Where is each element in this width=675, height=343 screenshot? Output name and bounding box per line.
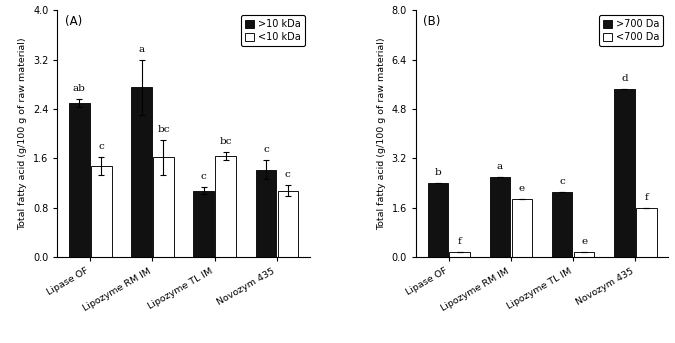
Y-axis label: Total fatty acid (g/100 g of raw material): Total fatty acid (g/100 g of raw materia…	[377, 37, 386, 230]
Text: c: c	[560, 177, 565, 186]
Text: (A): (A)	[65, 15, 82, 28]
Bar	[194, 191, 214, 257]
Bar	[490, 177, 510, 257]
Bar	[277, 191, 298, 257]
Text: b: b	[435, 168, 441, 177]
Bar	[552, 192, 572, 257]
Bar	[614, 89, 634, 257]
Bar	[153, 157, 173, 257]
Bar	[256, 169, 276, 257]
Text: f: f	[645, 193, 648, 202]
Bar	[91, 166, 111, 257]
Bar	[636, 208, 657, 257]
Text: a: a	[138, 45, 144, 54]
Bar	[574, 252, 595, 257]
Bar	[131, 87, 152, 257]
Text: a: a	[497, 162, 503, 171]
Text: d: d	[621, 74, 628, 83]
Bar	[69, 103, 90, 257]
Bar	[215, 156, 236, 257]
Legend: >10 kDa, <10 kDa: >10 kDa, <10 kDa	[241, 15, 305, 46]
Legend: >700 Da, <700 Da: >700 Da, <700 Da	[599, 15, 664, 46]
Text: f: f	[458, 237, 462, 246]
Text: e: e	[581, 237, 587, 246]
Bar	[450, 252, 470, 257]
Text: ab: ab	[73, 84, 86, 93]
Text: c: c	[201, 172, 207, 181]
Text: c: c	[99, 142, 104, 151]
Text: bc: bc	[219, 137, 232, 146]
Text: c: c	[285, 170, 291, 179]
Text: e: e	[519, 184, 525, 193]
Text: bc: bc	[157, 125, 169, 134]
Bar	[512, 199, 532, 257]
Text: c: c	[263, 145, 269, 154]
Y-axis label: Total fatty acid (g/100 g of raw material): Total fatty acid (g/100 g of raw materia…	[18, 37, 28, 230]
Bar	[427, 183, 448, 257]
Text: (B): (B)	[423, 15, 441, 28]
